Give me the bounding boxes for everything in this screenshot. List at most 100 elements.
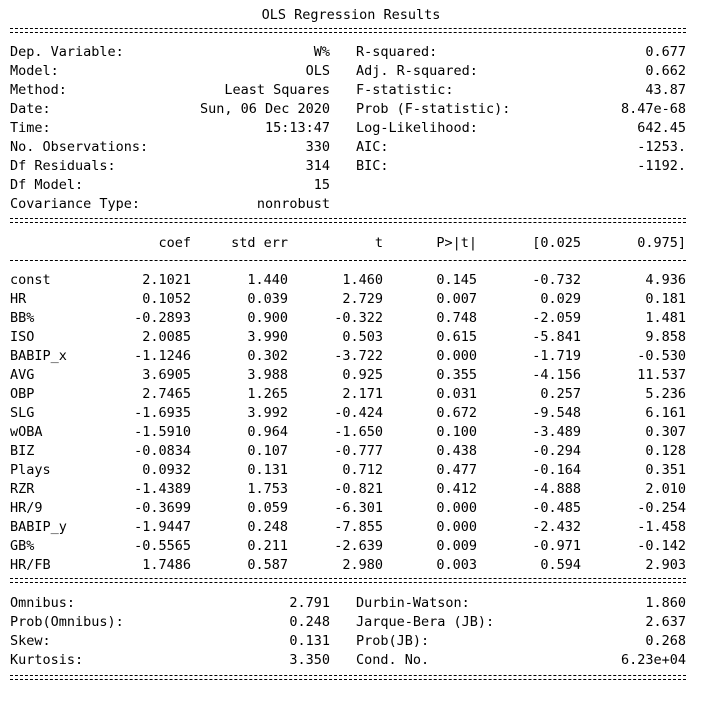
coef-cell: -0.5565	[134, 538, 191, 554]
coef-column-header: coef	[158, 235, 191, 251]
coef-cell: 0.477	[436, 462, 477, 478]
coef-row-name: HR/9	[10, 500, 43, 516]
coef-cell: -1.9447	[134, 519, 191, 535]
rule-top	[10, 28, 686, 33]
summary-value: 0.677	[645, 44, 686, 60]
coef-cell: 0.748	[436, 310, 477, 326]
coef-cell: 0.615	[436, 329, 477, 345]
diagnostic-label: Prob(JB):	[356, 633, 430, 649]
coef-cell: 6.161	[645, 405, 686, 421]
summary-label: BIC:	[356, 158, 389, 174]
coef-cell: 0.587	[247, 557, 288, 573]
coef-row-name: Plays	[10, 462, 51, 478]
coef-cell: 0.712	[342, 462, 383, 478]
coef-cell: -9.548	[532, 405, 581, 421]
coef-row-name: const	[10, 272, 51, 288]
coef-cell: 1.440	[247, 272, 288, 288]
summary-value: 15:13:47	[264, 120, 330, 136]
summary-value: OLS	[305, 63, 330, 79]
summary-value: 15	[313, 177, 330, 193]
coef-cell: 2.980	[342, 557, 383, 573]
coef-cell: 0.029	[540, 291, 581, 307]
coef-cell: 1.460	[342, 272, 383, 288]
coef-cell: 0.100	[436, 424, 477, 440]
coef-row-name: ISO	[10, 329, 35, 345]
summary-value: 330	[305, 139, 330, 155]
summary-label: Df Model:	[10, 177, 84, 193]
coef-cell: 2.0085	[142, 329, 191, 345]
coef-row-name: GB%	[10, 538, 35, 554]
coef-cell: -0.530	[637, 348, 686, 364]
coef-cell: 0.131	[247, 462, 288, 478]
coef-cell: 0.438	[436, 443, 477, 459]
coef-cell: 0.007	[436, 291, 477, 307]
diagnostic-label: Kurtosis:	[10, 652, 84, 668]
summary-label: Dep. Variable:	[10, 44, 124, 60]
coef-cell: -0.971	[532, 538, 581, 554]
coef-cell: 0.1052	[142, 291, 191, 307]
coef-cell: -1.4389	[134, 481, 191, 497]
summary-label: Date:	[10, 101, 51, 117]
coef-cell: 11.537	[637, 367, 686, 383]
coef-cell: 3.990	[247, 329, 288, 345]
summary-label: Covariance Type:	[10, 196, 141, 212]
coef-cell: -4.156	[532, 367, 581, 383]
coef-cell: -0.142	[637, 538, 686, 554]
coef-cell: -2.639	[334, 538, 383, 554]
diagnostic-value: 0.131	[289, 633, 330, 649]
coef-cell: 0.000	[436, 348, 477, 364]
summary-label: Method:	[10, 82, 67, 98]
summary-label: Log-Likelihood:	[356, 120, 478, 136]
coef-cell: 0.059	[247, 500, 288, 516]
coef-row-name: OBP	[10, 386, 35, 402]
coef-row-name: BIZ	[10, 443, 35, 459]
coef-cell: 0.145	[436, 272, 477, 288]
coef-cell: 1.265	[247, 386, 288, 402]
coef-cell: 2.7465	[142, 386, 191, 402]
coef-cell: 0.594	[540, 557, 581, 573]
coef-column-header: std err	[231, 235, 288, 251]
coef-cell: 0.039	[247, 291, 288, 307]
coef-row-name: BABIP_y	[10, 519, 67, 535]
summary-value: -1192.	[637, 158, 686, 174]
coef-cell: -0.424	[334, 405, 383, 421]
summary-value: W%	[313, 44, 330, 60]
coef-row-name: RZR	[10, 481, 35, 497]
coef-row-name: wOBA	[10, 424, 43, 440]
coef-cell: 0.257	[540, 386, 581, 402]
rule-coef-top	[10, 218, 686, 223]
rule-coef-header	[10, 260, 686, 261]
coef-cell: 0.412	[436, 481, 477, 497]
coef-cell: 0.672	[436, 405, 477, 421]
coef-cell: -0.485	[532, 500, 581, 516]
coef-column-header: [0.025	[532, 235, 581, 251]
coef-cell: -0.0834	[134, 443, 191, 459]
coef-cell: 0.009	[436, 538, 477, 554]
diagnostic-label: Cond. No.	[356, 652, 430, 668]
coef-cell: 3.6905	[142, 367, 191, 383]
coef-cell: -0.732	[532, 272, 581, 288]
diagnostic-label: Jarque-Bera (JB):	[356, 614, 495, 630]
coef-cell: 0.925	[342, 367, 383, 383]
coef-cell: 0.211	[247, 538, 288, 554]
rule-bottom	[10, 675, 686, 680]
diagnostic-value: 0.248	[289, 614, 330, 630]
coef-cell: -1.5910	[134, 424, 191, 440]
summary-label: AIC:	[356, 139, 389, 155]
coef-cell: -1.1246	[134, 348, 191, 364]
diagnostic-value: 2.791	[289, 595, 330, 611]
coef-cell: -1.719	[532, 348, 581, 364]
coef-cell: -3.722	[334, 348, 383, 364]
coef-cell: 2.903	[645, 557, 686, 573]
coef-cell: 0.003	[436, 557, 477, 573]
coef-cell: -4.888	[532, 481, 581, 497]
coef-cell: -0.322	[334, 310, 383, 326]
summary-value: -1253.	[637, 139, 686, 155]
coef-cell: 0.000	[436, 519, 477, 535]
coef-cell: -2.059	[532, 310, 581, 326]
report-title: OLS Regression Results	[261, 7, 441, 23]
summary-value: 43.87	[645, 82, 686, 98]
coef-cell: -0.821	[334, 481, 383, 497]
rule-diag-top	[10, 578, 686, 583]
coef-cell: -0.3699	[134, 500, 191, 516]
